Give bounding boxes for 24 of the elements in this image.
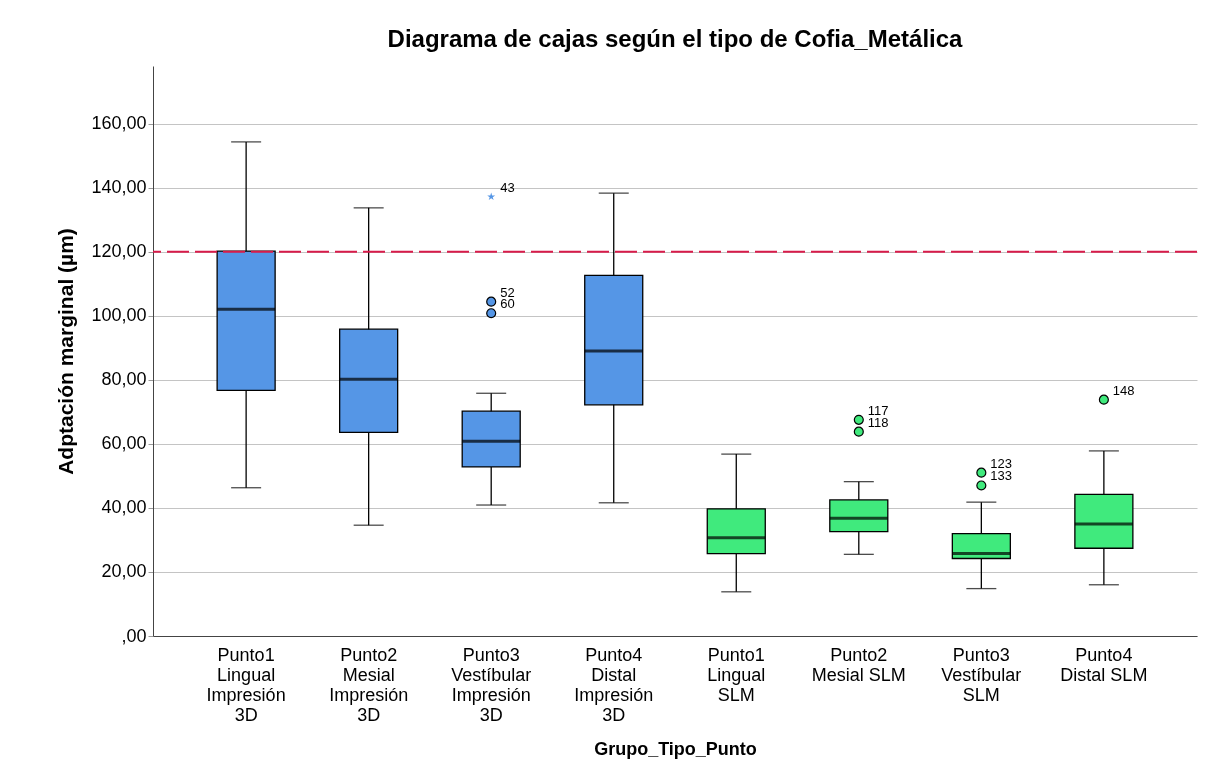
annotation: 123 — [990, 455, 1013, 471]
y-tick-label: ,00 — [121, 625, 147, 646]
y-tick-label: 100,00 — [91, 305, 147, 326]
x-tick-label: Punto4 Distal Impresión 3D — [574, 644, 654, 725]
x-axis-title: Grupo_Tipo_Punto — [594, 738, 757, 759]
x-tick-label: Punto2 Mesial SLM — [811, 644, 906, 685]
chart-title: Diagrama de cajas según el tipo de Cofia_Metálica — [387, 25, 964, 52]
y-tick-label: 80,00 — [101, 369, 147, 390]
x-tick-label: Punto4 Distal SLM — [1060, 644, 1148, 685]
x-tick-label: Punto1 Lingual SLM — [707, 644, 766, 705]
annotation: 133 — [990, 468, 1013, 484]
annotation: 43 — [500, 179, 515, 195]
y-tick-label: 140,00 — [91, 177, 147, 198]
y-tick-label: 60,00 — [101, 433, 147, 454]
y-tick-label: 160,00 — [91, 113, 147, 134]
annotation: 148 — [1112, 382, 1135, 398]
y-tick-label: 20,00 — [101, 561, 147, 582]
y-tick-label: 120,00 — [91, 241, 147, 262]
x-tick-label: Punto3 Vestíbular SLM — [941, 644, 1022, 705]
x-tick-label: Punto2 Mesial Impresión 3D — [329, 644, 409, 725]
x-tick-label: Punto3 Vestíbular Impresión 3D — [451, 644, 532, 725]
x-tick-label: Punto1 Lingual Impresión 3D — [206, 644, 286, 725]
y-tick-label: 40,00 — [101, 497, 147, 518]
y-axis-title: Adptación marginal (µm) — [54, 228, 78, 475]
